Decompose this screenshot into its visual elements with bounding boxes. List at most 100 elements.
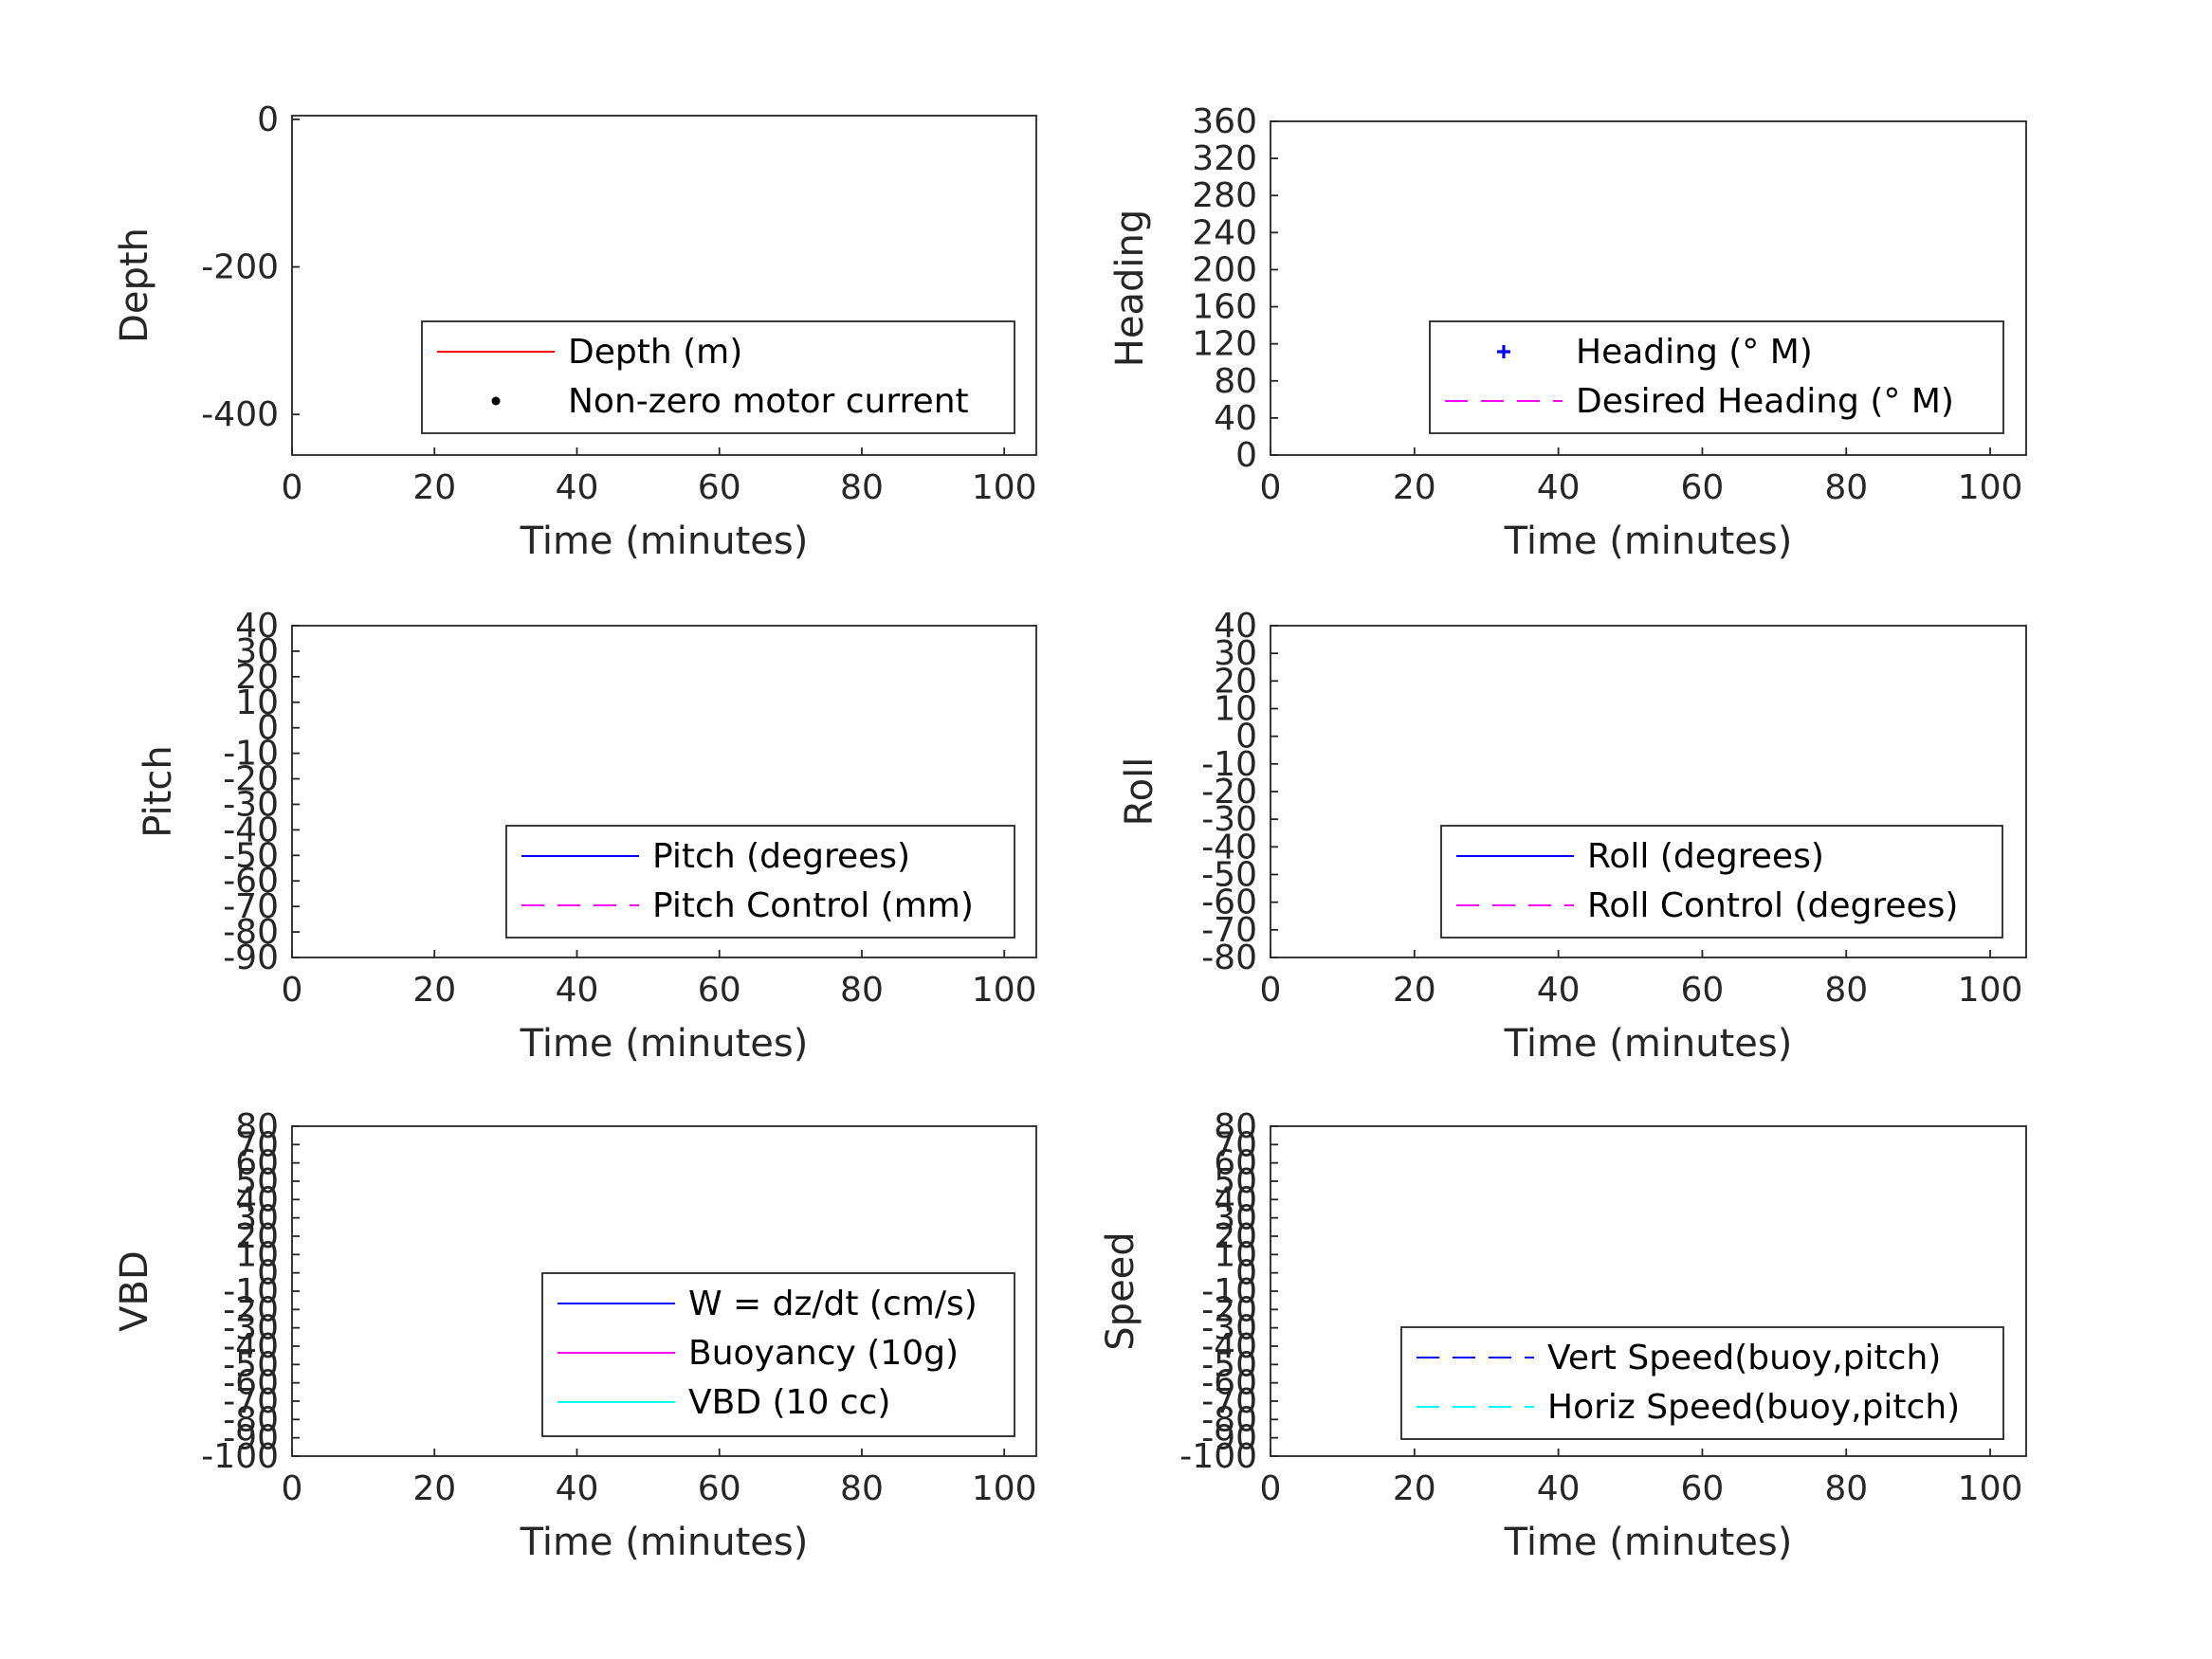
pitch-x-axis-label: Time (minutes) <box>520 1022 809 1066</box>
roll-x-tick-label: 60 <box>1681 971 1725 1010</box>
roll-y-tick-label: 40 <box>1214 607 1257 646</box>
heading-y-tick-label: 320 <box>1192 139 1257 178</box>
speed-y-tick-label: 0 <box>1235 1254 1257 1293</box>
roll-y-tick-label: 20 <box>1214 662 1257 701</box>
depth-y-tick-label: -400 <box>201 395 279 434</box>
vbd-y-axis-label: VBD <box>113 1250 156 1332</box>
depth-legend-label: Non-zero motor current <box>568 382 969 421</box>
vbd-y-tick-label: 40 <box>235 1180 279 1219</box>
vbd-y-tick-label: 10 <box>235 1235 279 1274</box>
roll-y-tick-label: -40 <box>1201 828 1257 866</box>
pitch-x-tick-label: 0 <box>282 971 303 1010</box>
speed-x-tick-label: 0 <box>1260 1469 1282 1508</box>
heading-x-tick-label: 60 <box>1681 468 1725 507</box>
speed-panel: 0 20 40 60 80 100-100-90-80-70-60-50-40-30-20… <box>1099 1107 2027 1564</box>
heading-y-tick-label: 80 <box>1214 362 1257 401</box>
heading-y-tick-label: 240 <box>1192 213 1257 252</box>
vbd-legend-label: VBD (10 cc) <box>688 1383 890 1422</box>
vbd-x-axis-label: Time (minutes) <box>520 1521 809 1564</box>
heading-legend-swatch <box>1497 345 1510 358</box>
roll-x-axis-label: Time (minutes) <box>1504 1022 1793 1066</box>
vbd-panel: 0 20 40 60 80 100-100-90-80-70-60-50-40-30-20… <box>113 1107 1037 1564</box>
speed-y-tick-label: -50 <box>1201 1345 1257 1384</box>
roll-y-tick-label: 0 <box>1235 718 1257 757</box>
roll-legend-box <box>1440 825 2003 939</box>
speed-y-tick-label: 60 <box>1214 1144 1257 1183</box>
roll-y-tick-label: -50 <box>1201 856 1257 895</box>
depth-x-tick-label: 100 <box>972 468 1037 507</box>
pitch-y-tick-label: -10 <box>223 735 279 774</box>
heading-y-tick-label: 0 <box>1235 436 1257 475</box>
vbd-y-tick-label: -10 <box>223 1272 279 1311</box>
heading-x-tick-label: 100 <box>1958 468 2023 507</box>
roll-y-tick-label: -80 <box>1201 939 1257 977</box>
depth-y-axis-label: Depth <box>113 228 156 343</box>
speed-y-tick-label: -20 <box>1201 1290 1257 1329</box>
vbd-y-tick-label: 30 <box>235 1199 279 1238</box>
roll-x-tick-label: 100 <box>1958 971 2023 1010</box>
depth-legend: Depth (m) Non-zero motor current <box>421 320 1015 434</box>
depth-y-tick-label: -200 <box>201 248 279 287</box>
heading-y-tick-label: 40 <box>1214 399 1257 438</box>
heading-x-axis-label: Time (minutes) <box>1504 520 1793 563</box>
pitch-x-tick-label: 60 <box>698 971 741 1010</box>
speed-legend: Vert Speed(buoy,pitch) Horiz Speed(buoy,p… <box>1400 1326 2004 1440</box>
roll-legend-label: Roll Control (degrees) <box>1587 886 1958 925</box>
vbd-y-tick-label: -100 <box>201 1437 279 1476</box>
speed-y-tick-label: -80 <box>1201 1400 1257 1439</box>
roll-x-tick-label: 20 <box>1393 971 1436 1010</box>
heading-y-tick-label: 120 <box>1192 325 1257 364</box>
speed-y-tick-label: 50 <box>1214 1162 1257 1201</box>
heading-legend: Heading (° M) Desired Heading (° M) <box>1429 320 2004 434</box>
speed-y-tick-label: 70 <box>1214 1125 1257 1164</box>
vbd-y-tick-label: -50 <box>223 1345 279 1384</box>
speed-x-tick-label: 80 <box>1824 1469 1868 1508</box>
vbd-x-tick-label: 20 <box>412 1469 456 1508</box>
vbd-x-tick-label: 80 <box>840 1469 884 1508</box>
speed-x-axis-label: Time (minutes) <box>1504 1521 1793 1564</box>
vbd-x-tick-label: 40 <box>556 1469 599 1508</box>
roll-y-tick-label: 30 <box>1214 634 1257 673</box>
pitch-x-tick-label: 20 <box>412 971 456 1010</box>
pitch-y-tick-label: 30 <box>235 632 279 671</box>
depth-legend-box <box>421 320 1015 434</box>
roll-y-tick-label: -10 <box>1201 745 1257 784</box>
roll-y-tick-label: 10 <box>1214 690 1257 729</box>
heading-x-tick-label: 20 <box>1393 468 1436 507</box>
vbd-y-tick-label: 50 <box>235 1162 279 1201</box>
speed-legend-label: Horiz Speed(buoy,pitch) <box>1547 1388 1960 1427</box>
vbd-y-tick-label: 0 <box>257 1254 279 1293</box>
heading-y-tick-label: 360 <box>1192 102 1257 141</box>
pitch-x-tick-label: 100 <box>972 971 1037 1010</box>
roll-x-tick-label: 80 <box>1824 971 1868 1010</box>
vbd-x-tick-label: 0 <box>282 1469 303 1508</box>
vbd-y-tick-label: -40 <box>223 1327 279 1366</box>
speed-y-tick-label: 40 <box>1214 1180 1257 1219</box>
heading-x-tick-label: 80 <box>1824 468 1868 507</box>
pitch-y-tick-label: 20 <box>235 658 279 697</box>
speed-legend-label: Vert Speed(buoy,pitch) <box>1547 1339 1941 1377</box>
depth-x-tick-label: 60 <box>698 468 741 507</box>
vbd-legend-label: Buoyancy (10g) <box>688 1334 959 1373</box>
depth-legend-swatch <box>491 396 501 406</box>
heading-y-tick-label: 200 <box>1192 250 1257 289</box>
vbd-x-tick-label: 100 <box>972 1469 1037 1508</box>
vbd-y-tick-label: -80 <box>223 1400 279 1439</box>
pitch-y-tick-label: -60 <box>223 862 279 901</box>
heading-legend-label: Heading (° M) <box>1576 333 1813 372</box>
heading-y-axis-label: Heading <box>1108 210 1152 367</box>
speed-y-tick-label: -90 <box>1201 1419 1257 1458</box>
speed-y-tick-label: -30 <box>1201 1309 1257 1348</box>
speed-y-tick-label: -70 <box>1201 1382 1257 1421</box>
depth-x-tick-label: 80 <box>840 468 884 507</box>
vbd-y-tick-label: 20 <box>235 1217 279 1256</box>
speed-y-tick-label: 80 <box>1214 1107 1257 1146</box>
depth-y-tick-label: 0 <box>257 100 279 139</box>
speed-y-axis-label: Speed <box>1099 1231 1143 1350</box>
pitch-y-tick-label: 0 <box>257 709 279 748</box>
heading-y-tick-label: 160 <box>1192 288 1257 327</box>
pitch-y-axis-label: Pitch <box>137 745 180 837</box>
speed-x-tick-label: 20 <box>1393 1469 1436 1508</box>
roll-y-tick-label: -20 <box>1201 773 1257 811</box>
pitch-legend-label: Pitch (degrees) <box>652 837 910 876</box>
